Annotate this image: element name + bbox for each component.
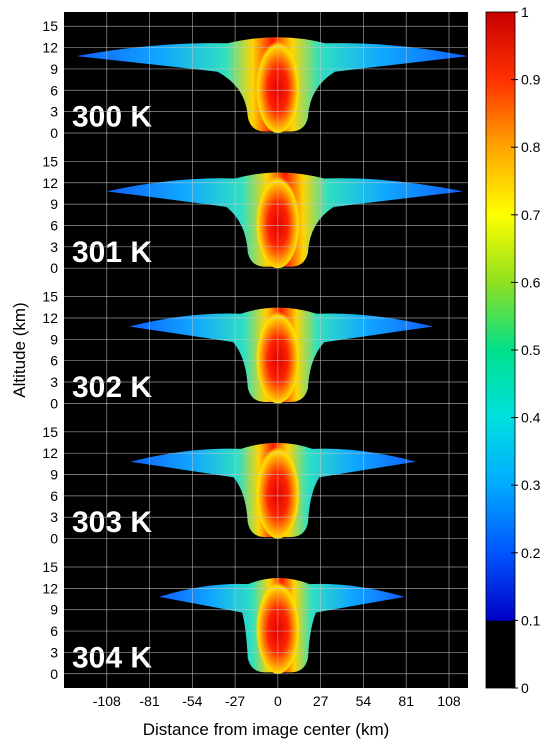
colorbar-tick-label: 0.9 (521, 72, 541, 88)
y-tick-label: 9 (50, 602, 58, 618)
y-tick-label: 0 (50, 260, 58, 276)
y-tick-label: 9 (50, 61, 58, 77)
colorbar-tick-label: 0.4 (521, 410, 541, 426)
colorbar-tick-label: 0.6 (521, 274, 541, 290)
y-tick-label: 15 (42, 18, 58, 34)
y-tick-label: 0 (50, 666, 58, 682)
panel-label: 300 K (72, 101, 152, 134)
y-tick-label: 12 (42, 175, 58, 191)
colorbar-tick-label: 0.3 (521, 477, 541, 493)
colorbar-tick-label: 0.8 (521, 139, 541, 155)
y-tick-label: 6 (50, 82, 58, 98)
x-tick-label: -81 (139, 693, 159, 709)
colorbar-tick-label: 0 (521, 680, 529, 696)
x-tick-label: -27 (225, 693, 245, 709)
y-tick-label: 9 (50, 196, 58, 212)
y-tick-label: 12 (42, 40, 58, 56)
colorbar-tick-label: 0.5 (521, 342, 541, 358)
y-tick-label: 0 (50, 531, 58, 547)
plot-panels: 300 K 301 K 302 K 303 K 304 K (72, 36, 469, 674)
y-tick-label: 15 (42, 153, 58, 169)
colorbar-tick-label: 0.1 (521, 612, 541, 628)
y-tick-label: 3 (50, 374, 58, 390)
x-tick-label: 27 (313, 693, 329, 709)
x-tick-label: -108 (93, 693, 121, 709)
x-tick-label: 108 (437, 693, 461, 709)
y-tick-label: 0 (50, 395, 58, 411)
colorbar-tick-label: 0.7 (521, 207, 541, 223)
y-tick-label: 3 (50, 509, 58, 525)
y-tick-label: 6 (50, 353, 58, 369)
y-tick-label: 9 (50, 467, 58, 483)
colorbar-tick-label: 1 (521, 4, 529, 20)
colorbar (485, 11, 516, 689)
y-tick-label: 3 (50, 239, 58, 255)
y-tick-label: 6 (50, 488, 58, 504)
y-tick-label: 6 (50, 623, 58, 639)
y-tick-label: 15 (42, 559, 58, 575)
y-tick-label: 3 (50, 104, 58, 120)
y-tick-label: 12 (42, 445, 58, 461)
panel-label: 304 K (72, 641, 152, 674)
x-tick-label: -54 (182, 693, 202, 709)
y-tick-label: 3 (50, 644, 58, 660)
x-axis-label: Distance from image center (km) (143, 720, 390, 739)
panel-label: 301 K (72, 236, 152, 269)
y-tick-label: 0 (50, 125, 58, 141)
colorbar-tick-label: 0.2 (521, 545, 541, 561)
y-tick-label: 15 (42, 289, 58, 305)
y-tick-label: 12 (42, 310, 58, 326)
x-tick-label: 0 (274, 693, 282, 709)
panel-label: 303 K (72, 506, 152, 539)
panel-label: 302 K (72, 371, 152, 404)
colorbar-ticks: 0 0.1 0.2 0.3 0.4 0.5 0.6 0.7 0.8 0.9 1 (511, 4, 541, 696)
y-tick-label: 6 (50, 217, 58, 233)
y-tick-label: 15 (42, 424, 58, 440)
x-tick-label: 81 (398, 693, 414, 709)
x-tick-labels: -108 -81 -54 -27 0 27 54 81 108 (93, 693, 461, 709)
y-tick-labels: 0 3 6 9 12 15 0 3 6 9 12 15 0 3 6 9 12 15 0 3 6 9 12 15 0 3 6 9 12 15 (42, 18, 58, 682)
y-axis-label: Altitude (km) (10, 302, 29, 397)
y-tick-label: 9 (50, 331, 58, 347)
grid-lines (64, 12, 468, 688)
y-tick-label: 12 (42, 580, 58, 596)
x-tick-label: 54 (356, 693, 372, 709)
